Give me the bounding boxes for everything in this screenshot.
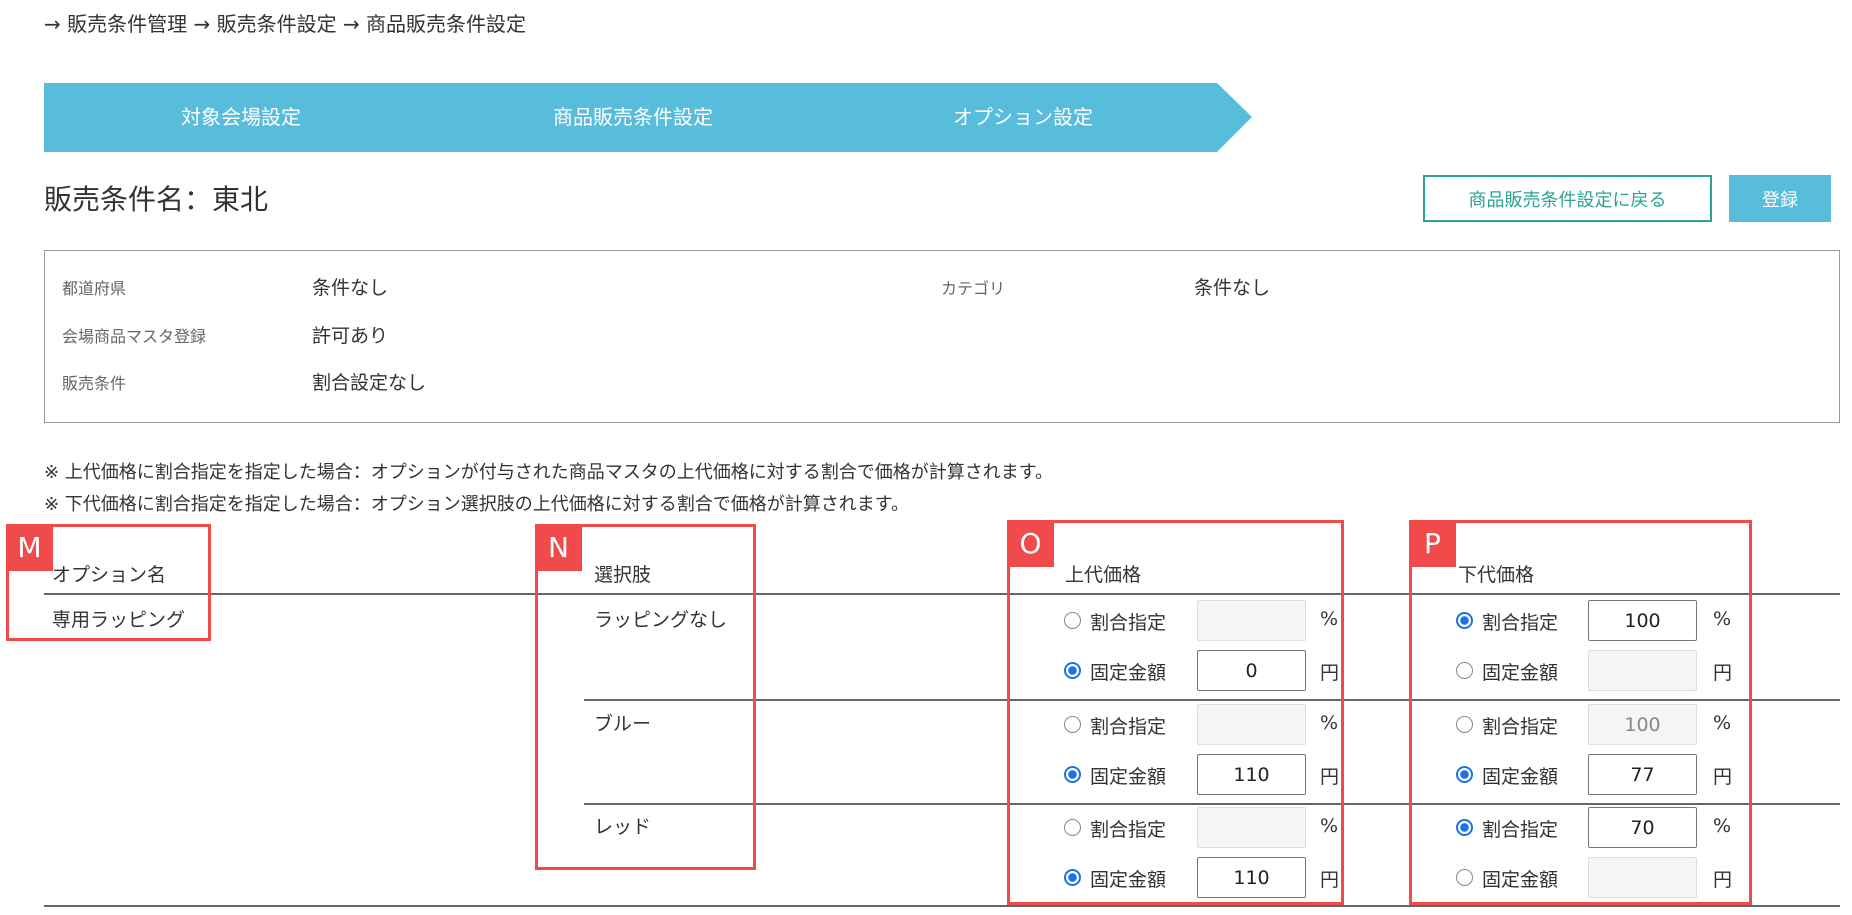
- register-button[interactable]: 登録: [1729, 175, 1831, 222]
- choice-name: ラッピングなし: [594, 609, 728, 631]
- annotation-box-n: [535, 524, 756, 870]
- master-value: 許可あり: [312, 325, 389, 347]
- wholesale-ratio-input[interactable]: [1588, 807, 1697, 848]
- retail-ratio-radio[interactable]: [1064, 819, 1081, 836]
- note-wholesale: ※ 下代価格に割合指定を指定した場合：オプション選択肢の上代価格に対する割合で価…: [44, 494, 909, 515]
- row-divider: [584, 803, 1840, 805]
- header-option-name: オプション名: [52, 564, 167, 586]
- step-option-settings: オプション設定: [953, 105, 1093, 129]
- category-value: 条件なし: [1194, 277, 1271, 299]
- retail-fixed-unit: 円: [1320, 662, 1340, 684]
- prefecture-value: 条件なし: [312, 277, 389, 299]
- retail-fixed-input[interactable]: [1197, 857, 1306, 898]
- retail-ratio-input[interactable]: [1197, 600, 1306, 641]
- wholesale-fixed-unit: 円: [1713, 766, 1733, 788]
- wholesale-fixed-radio[interactable]: [1456, 662, 1473, 679]
- wholesale-fixed-unit: 円: [1713, 662, 1733, 684]
- condition-summary-box: [44, 250, 1840, 423]
- wholesale-fixed-input[interactable]: [1588, 754, 1697, 795]
- annotation-tag-p: P: [1409, 520, 1456, 567]
- retail-fixed-input[interactable]: [1197, 754, 1306, 795]
- retail-ratio-label: 割合指定: [1090, 819, 1167, 841]
- breadcrumb: → 販売条件管理 → 販売条件設定 → 商品販売条件設定: [44, 12, 527, 36]
- choice-name: レッド: [594, 816, 652, 838]
- retail-ratio-radio[interactable]: [1064, 716, 1081, 733]
- retail-fixed-radio[interactable]: [1064, 869, 1081, 886]
- wholesale-fixed-radio[interactable]: [1456, 766, 1473, 783]
- wholesale-ratio-unit: %: [1713, 815, 1732, 837]
- retail-ratio-label: 割合指定: [1090, 612, 1167, 634]
- category-label: カテゴリ: [941, 279, 1006, 298]
- annotation-box-p: [1409, 520, 1752, 905]
- annotation-box-m: [6, 524, 211, 641]
- retail-fixed-input[interactable]: [1197, 650, 1306, 691]
- wholesale-ratio-unit: %: [1713, 712, 1732, 734]
- condition-value: 割合設定なし: [312, 372, 427, 394]
- step-target-venue: 対象会場設定: [181, 105, 301, 129]
- wholesale-fixed-label: 固定金額: [1482, 662, 1559, 684]
- retail-fixed-label: 固定金額: [1090, 869, 1167, 891]
- page-title: 販売条件名：東北: [44, 183, 269, 216]
- step-progress-bar: 対象会場設定 商品販売条件設定 オプション設定: [44, 83, 1252, 152]
- master-label: 会場商品マスタ登録: [62, 327, 207, 346]
- step-product-conditions: 商品販売条件設定: [553, 105, 713, 129]
- wholesale-ratio-label: 割合指定: [1482, 716, 1559, 738]
- wholesale-ratio-input[interactable]: [1588, 600, 1697, 641]
- wholesale-ratio-input[interactable]: [1588, 704, 1697, 745]
- wholesale-fixed-input[interactable]: [1588, 650, 1697, 691]
- retail-fixed-radio[interactable]: [1064, 662, 1081, 679]
- header-retail-price: 上代価格: [1065, 564, 1142, 586]
- condition-label: 販売条件: [62, 374, 127, 393]
- retail-fixed-label: 固定金額: [1090, 662, 1167, 684]
- prefecture-label: 都道府県: [62, 279, 127, 298]
- wholesale-fixed-radio[interactable]: [1456, 869, 1473, 886]
- wholesale-ratio-radio[interactable]: [1456, 716, 1473, 733]
- note-retail: ※ 上代価格に割合指定を指定した場合：オプションが付与された商品マスタの上代価格…: [44, 462, 1053, 483]
- retail-ratio-input[interactable]: [1197, 704, 1306, 745]
- retail-fixed-label: 固定金額: [1090, 766, 1167, 788]
- annotation-tag-n: N: [535, 524, 582, 571]
- annotation-box-o: [1007, 520, 1344, 905]
- wholesale-fixed-label: 固定金額: [1482, 869, 1559, 891]
- retail-fixed-unit: 円: [1320, 869, 1340, 891]
- retail-ratio-label: 割合指定: [1090, 716, 1167, 738]
- back-button[interactable]: 商品販売条件設定に戻る: [1423, 175, 1712, 222]
- wholesale-fixed-input[interactable]: [1588, 857, 1697, 898]
- wholesale-ratio-unit: %: [1713, 608, 1732, 630]
- retail-ratio-unit: %: [1320, 712, 1339, 734]
- table-bottom-divider: [44, 905, 1840, 907]
- retail-fixed-radio[interactable]: [1064, 766, 1081, 783]
- wholesale-ratio-label: 割合指定: [1482, 819, 1559, 841]
- wholesale-ratio-radio[interactable]: [1456, 612, 1473, 629]
- retail-ratio-input[interactable]: [1197, 807, 1306, 848]
- retail-fixed-unit: 円: [1320, 766, 1340, 788]
- choice-name: ブルー: [594, 713, 652, 735]
- row-divider: [584, 699, 1840, 701]
- table-header-divider: [44, 593, 1840, 595]
- retail-ratio-unit: %: [1320, 815, 1339, 837]
- option-name: 専用ラッピング: [52, 609, 186, 631]
- wholesale-ratio-label: 割合指定: [1482, 612, 1559, 634]
- annotation-tag-o: O: [1007, 520, 1054, 567]
- retail-ratio-radio[interactable]: [1064, 612, 1081, 629]
- wholesale-fixed-label: 固定金額: [1482, 766, 1559, 788]
- annotation-tag-m: M: [6, 524, 53, 571]
- retail-ratio-unit: %: [1320, 608, 1339, 630]
- header-choices: 選択肢: [594, 564, 652, 586]
- wholesale-ratio-radio[interactable]: [1456, 819, 1473, 836]
- header-wholesale-price: 下代価格: [1458, 564, 1535, 586]
- wholesale-fixed-unit: 円: [1713, 869, 1733, 891]
